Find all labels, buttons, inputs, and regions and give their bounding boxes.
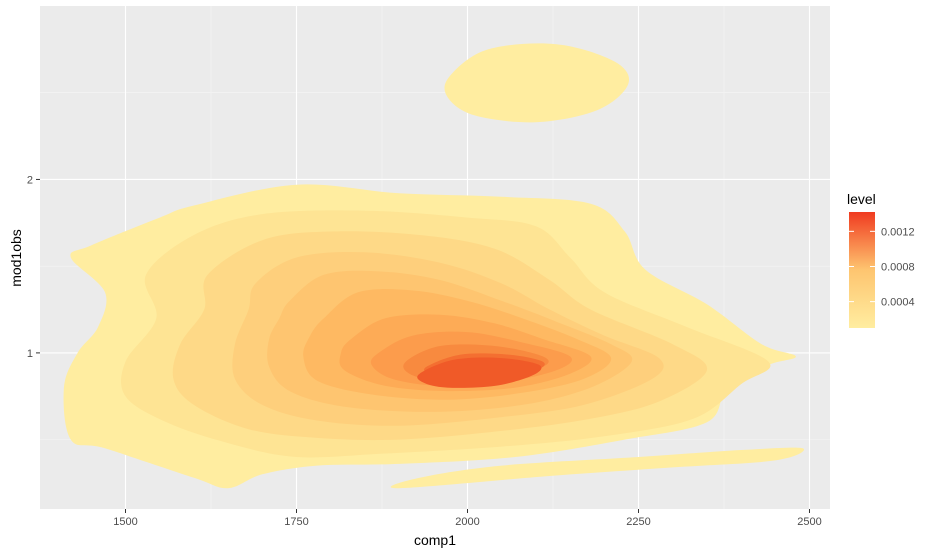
x-tick-label: 2000 [455, 516, 479, 528]
x-tick-label: 1500 [113, 516, 137, 528]
x-tick-label: 2500 [797, 516, 821, 528]
y-tick-label: 2 [27, 174, 33, 186]
legend-tick-label: 0.0012 [881, 226, 915, 238]
contour-band-0-1 [444, 43, 630, 123]
contour-band-10-0 [417, 357, 542, 388]
y-tick-label: 1 [27, 348, 33, 360]
x-tick-label: 2250 [626, 516, 650, 528]
legend-title: level [847, 191, 876, 207]
legend-tick-label: 0.0008 [881, 261, 915, 273]
x-axis-title: comp1 [414, 532, 456, 548]
x-tick-label: 1750 [284, 516, 308, 528]
legend-colorbar [849, 212, 875, 328]
y-axis-title: mod1obs [8, 229, 24, 287]
contour-band-0-2 [390, 447, 805, 489]
legend-ticks: 0.0004 0.0008 0.0012 [849, 226, 915, 309]
density-contours [63, 43, 805, 489]
legend-tick-label: 0.0004 [881, 297, 915, 309]
x-axis: 1500 1750 2000 2250 2500 [113, 509, 822, 528]
y-axis: 12 [27, 174, 40, 360]
color-legend: level 0.0004 0.0008 0.0012 [847, 191, 915, 328]
